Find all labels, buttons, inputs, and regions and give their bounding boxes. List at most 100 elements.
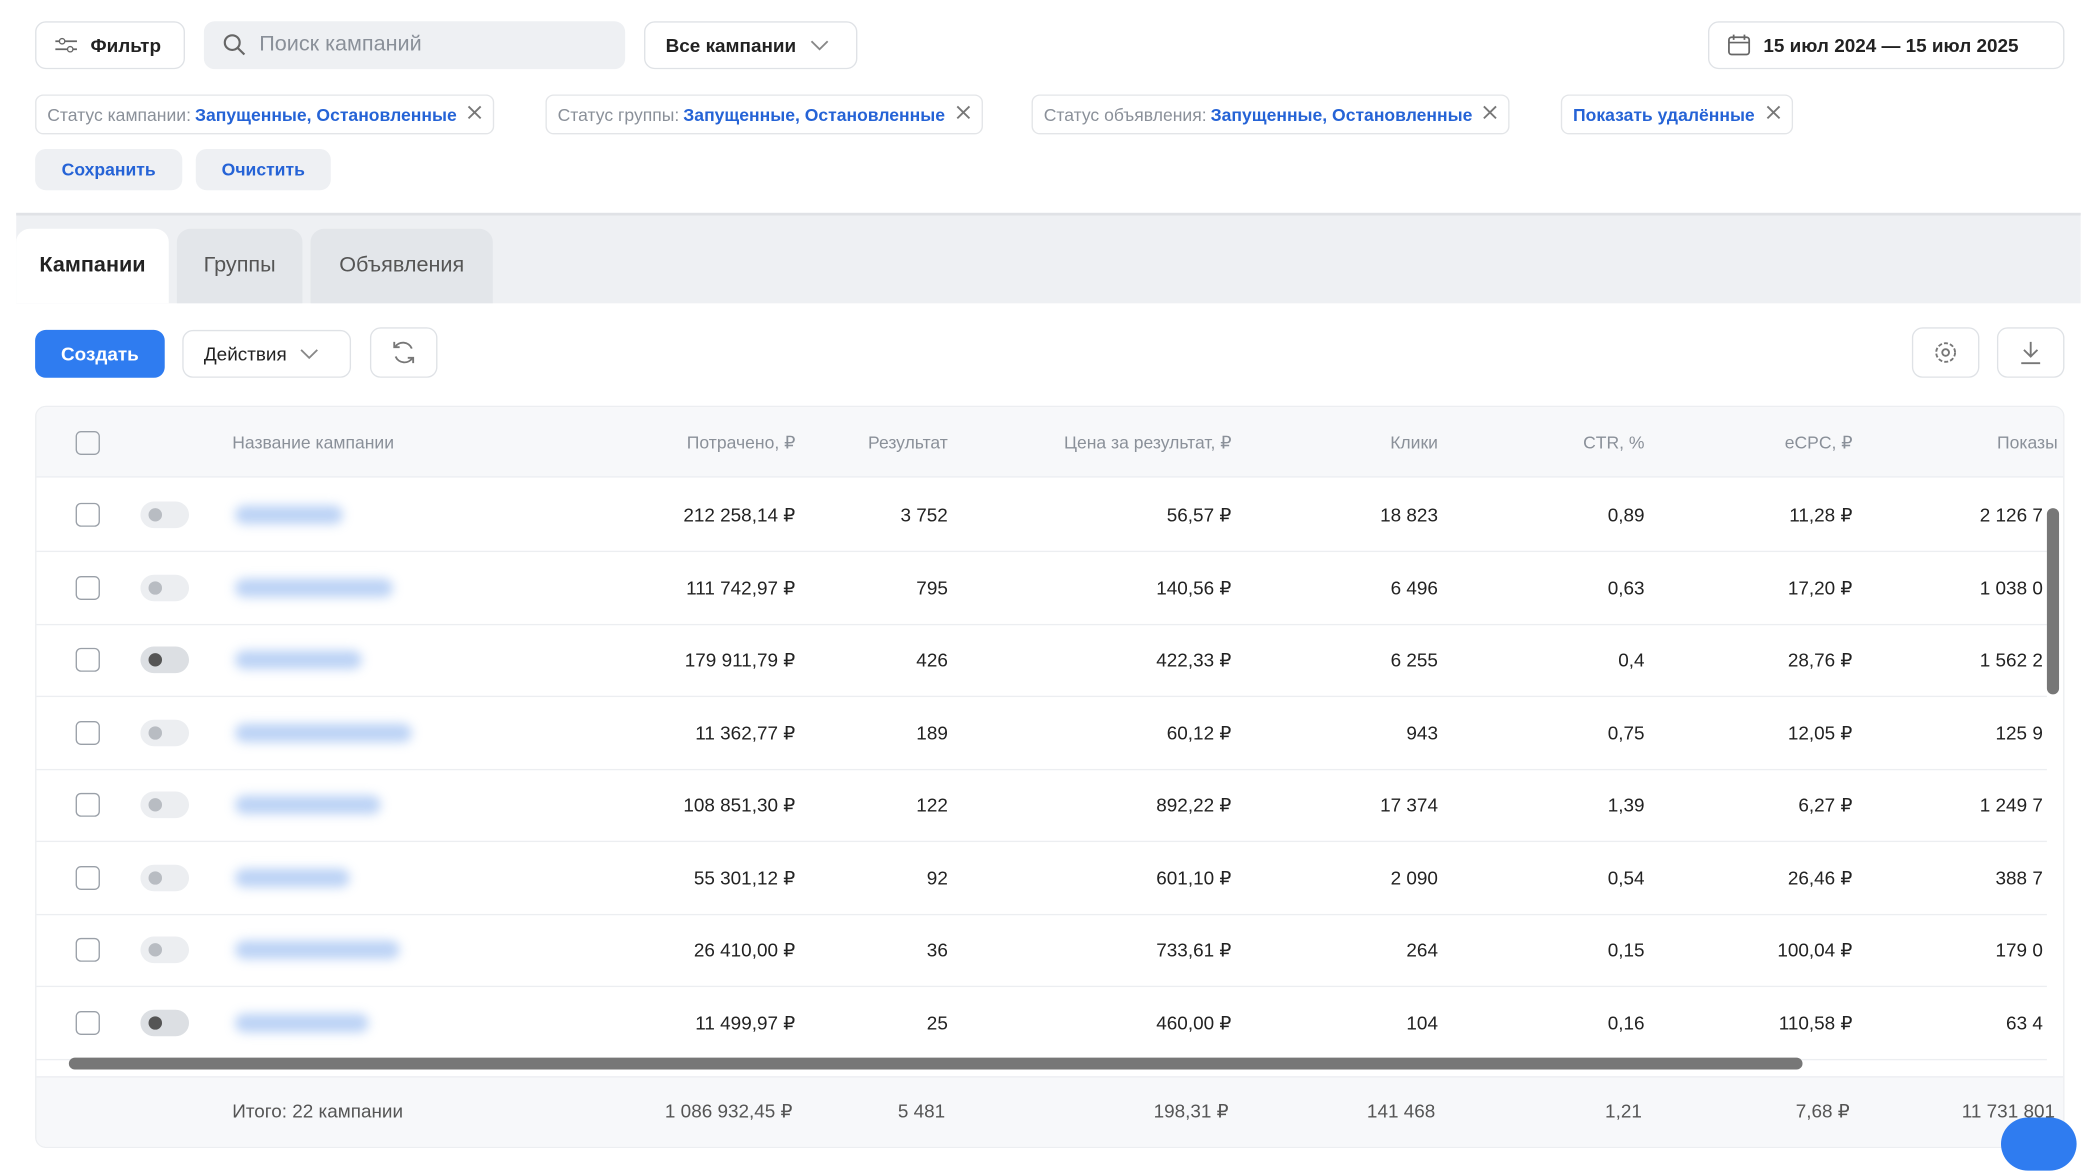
table-cell: 11 499,97 ₽ bbox=[695, 1011, 796, 1033]
table-cell: 56,57 ₽ bbox=[1166, 504, 1232, 526]
chip-label: Статус группы: bbox=[557, 104, 680, 125]
status-toggle[interactable] bbox=[140, 646, 190, 674]
filter-chip[interactable]: Показать удалённые bbox=[1560, 94, 1793, 135]
table-cell: 943 bbox=[1406, 721, 1438, 743]
chip-close[interactable] bbox=[1483, 102, 1498, 126]
status-toggle[interactable] bbox=[140, 791, 190, 819]
campaign-select[interactable]: Все кампании bbox=[644, 21, 858, 70]
table-cell: 6 255 bbox=[1390, 649, 1438, 671]
campaign-name-blurred[interactable] bbox=[234, 723, 412, 742]
status-toggle[interactable] bbox=[140, 936, 190, 964]
totals-bg bbox=[36, 1076, 2064, 1147]
chip-close[interactable] bbox=[468, 102, 483, 126]
totals-cell: 141 468 bbox=[1366, 1100, 1436, 1122]
settings-button[interactable] bbox=[1911, 327, 1980, 378]
status-toggle[interactable] bbox=[140, 501, 190, 529]
table-cell: 17,20 ₽ bbox=[1787, 576, 1853, 598]
table-cell: 125 9 bbox=[1995, 721, 2043, 743]
filter-chip[interactable]: Статус группы: Запущенные, Остановленные bbox=[545, 94, 983, 135]
chevron bbox=[300, 349, 319, 360]
row-divider bbox=[36, 840, 2047, 843]
refresh-button[interactable] bbox=[369, 327, 438, 378]
table-cell: 0,63 bbox=[1607, 576, 1645, 598]
campaign-name-blurred[interactable] bbox=[234, 1013, 369, 1032]
actions-menu[interactable]: Действия bbox=[182, 329, 352, 378]
campaign-name-blurred[interactable] bbox=[234, 578, 393, 597]
checkbox[interactable] bbox=[75, 720, 100, 745]
campaign-name-blurred[interactable] bbox=[234, 940, 400, 960]
totals-label: Итого: 22 кампании bbox=[232, 1100, 404, 1122]
table-cell: 460,00 ₽ bbox=[1156, 1011, 1232, 1033]
chevron bbox=[810, 40, 828, 51]
totals-cell: 5 481 bbox=[897, 1100, 946, 1122]
horizontal-scrollbar bbox=[68, 1057, 1803, 1070]
checkbox[interactable] bbox=[75, 575, 100, 600]
table-cell: 18 823 bbox=[1380, 504, 1438, 526]
table-cell: 0,75 bbox=[1607, 721, 1645, 743]
table-cell: 110,58 ₽ bbox=[1778, 1011, 1853, 1033]
table-cell: 55 301,12 ₽ bbox=[693, 866, 796, 888]
actions-label: Действия bbox=[203, 343, 287, 365]
filter-label: Фильтр bbox=[90, 34, 161, 56]
table-cell: 1 038 0 bbox=[1979, 576, 2043, 598]
row-divider bbox=[36, 985, 2047, 988]
table-cell: 0,16 bbox=[1607, 1011, 1645, 1033]
tab[interactable]: Группы bbox=[176, 228, 303, 304]
table-cell: 1 562 2 bbox=[1979, 649, 2043, 671]
table-cell: 92 bbox=[926, 866, 948, 888]
status-toggle[interactable] bbox=[140, 864, 190, 891]
status-toggle[interactable] bbox=[140, 574, 190, 601]
filter-icon bbox=[55, 37, 77, 53]
table-cell: 26,46 ₽ bbox=[1787, 866, 1853, 888]
vertical-scrollbar bbox=[2046, 508, 2060, 695]
status-toggle[interactable] bbox=[140, 1009, 190, 1036]
checkbox[interactable] bbox=[75, 1010, 100, 1035]
table-cell: 179 0 bbox=[1995, 939, 2043, 961]
chip-value: Запущенные, Остановленные bbox=[1210, 104, 1473, 125]
support-button[interactable] bbox=[2000, 1117, 2077, 1171]
chip-close[interactable] bbox=[1766, 102, 1781, 126]
checkbox[interactable] bbox=[75, 647, 100, 672]
filter-button[interactable]: Фильтр bbox=[35, 21, 185, 70]
filter-chip[interactable]: Статус объявления: Запущенные, Остановлен… bbox=[1031, 94, 1511, 135]
column-header: Потрачено, ₽ bbox=[686, 432, 796, 453]
campaign-name-blurred[interactable] bbox=[234, 795, 381, 815]
campaign-name-blurred[interactable] bbox=[234, 505, 343, 525]
chip-action[interactable]: Очистить bbox=[195, 148, 331, 191]
table-cell: 0,54 bbox=[1607, 866, 1645, 888]
table-cell: 733,61 ₽ bbox=[1156, 939, 1232, 961]
checkbox[interactable] bbox=[75, 865, 100, 890]
create-button[interactable]: Создать bbox=[35, 329, 165, 378]
checkbox[interactable] bbox=[75, 502, 100, 527]
table-cell: 426 bbox=[916, 649, 948, 671]
chip-label: Статус объявления: bbox=[1043, 104, 1207, 125]
campaign-name-blurred[interactable] bbox=[234, 868, 350, 887]
tab[interactable]: Кампании bbox=[16, 228, 169, 304]
column-header: eCPC, ₽ bbox=[1784, 432, 1853, 453]
chip-close[interactable] bbox=[956, 102, 971, 126]
column-header: Клики bbox=[1390, 432, 1438, 453]
table-cell: 26 410,00 ₽ bbox=[693, 939, 796, 961]
campaign-table: Название кампании Потрачено, ₽ Результат Це… bbox=[35, 405, 2065, 1149]
tab[interactable]: Объявления bbox=[310, 228, 493, 304]
checkbox[interactable] bbox=[75, 792, 100, 817]
table-cell: 179 911,79 ₽ bbox=[684, 649, 796, 671]
table-cell: 2 090 bbox=[1390, 866, 1438, 888]
row-divider bbox=[36, 768, 2047, 770]
table-cell: 17 374 bbox=[1380, 794, 1438, 816]
table-cell: 3 752 bbox=[900, 504, 948, 526]
search-input[interactable]: Поиск кампаний bbox=[203, 21, 626, 70]
chip-value: Показать удалённые bbox=[1572, 104, 1755, 125]
row-divider bbox=[36, 623, 2047, 625]
date-range[interactable]: 15 июл 2024 — 15 июл 2025 bbox=[1708, 21, 2065, 70]
status-toggle[interactable] bbox=[140, 719, 190, 746]
download-button[interactable] bbox=[1996, 327, 2065, 378]
table-cell: 28,76 ₽ bbox=[1787, 649, 1853, 671]
chip-action[interactable]: Сохранить bbox=[35, 148, 183, 191]
checkbox[interactable] bbox=[75, 937, 100, 962]
filter-chip[interactable]: Статус кампании: Запущенные, Остановленны… bbox=[35, 94, 495, 135]
search-icon bbox=[223, 34, 246, 56]
campaign-name-blurred[interactable] bbox=[234, 650, 362, 670]
totals-cell: 11 731 801 bbox=[1961, 1100, 2056, 1122]
checkbox[interactable] bbox=[75, 431, 100, 455]
